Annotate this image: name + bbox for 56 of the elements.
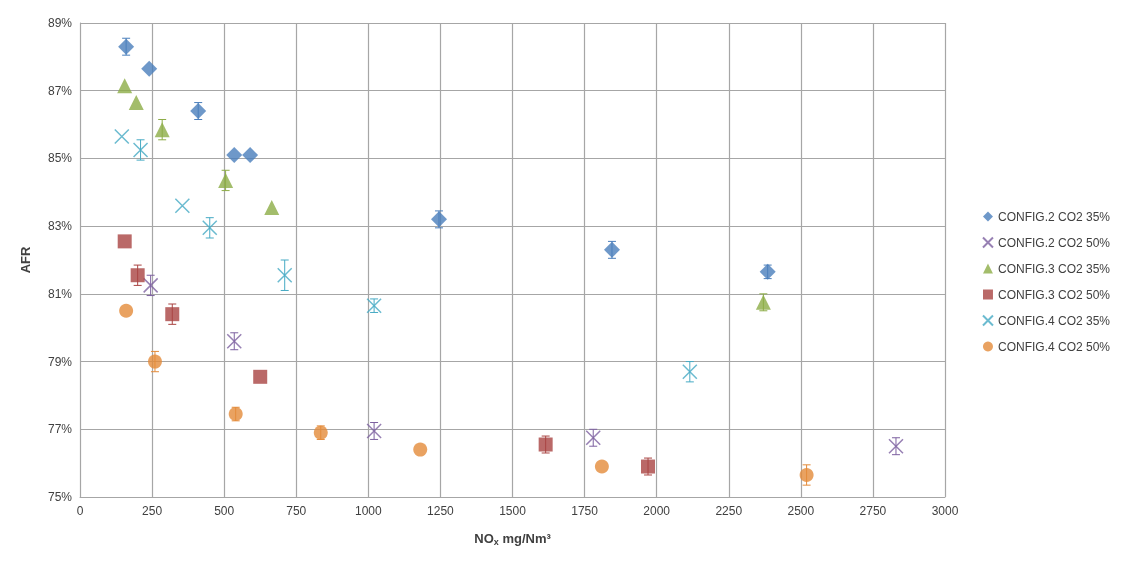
y-tick-label: 83% [47,219,73,234]
point [141,60,158,77]
point [128,95,144,111]
point [190,103,207,120]
point [242,147,259,164]
y-tick-label: 85% [47,151,73,166]
point [117,78,133,94]
x-tick-label: 500 [214,504,235,518]
x-tick-label: 1000 [354,504,382,518]
y-tick-label: 87% [47,83,73,98]
point [142,277,159,294]
point [174,198,191,214]
point [594,459,609,474]
point [218,172,234,188]
point [119,303,134,318]
point [114,128,130,145]
legend-label: CONFIG.2 CO2 50% [997,235,1111,250]
point [165,307,180,322]
y-tick-label: 77% [47,422,73,437]
x-tick-label: 2500 [787,504,815,518]
legend-label: CONFIG.4 CO2 50% [997,339,1111,354]
point [154,122,170,138]
point [264,200,280,216]
x-tick-label: 2750 [859,504,887,518]
y-tick-label: 75% [47,490,73,504]
point [147,354,162,369]
point [130,268,145,283]
x-tick-label: 1750 [571,504,599,518]
point [117,234,132,249]
point [759,263,776,280]
x-tick-label: 1500 [499,504,527,518]
point [132,142,149,158]
y-tick-label: 79% [47,354,73,369]
legend-label: CONFIG.2 CO2 35% [997,209,1111,224]
x-tick-label: 3000 [931,504,959,518]
x-tick-label: 2000 [643,504,671,518]
point [276,267,293,283]
x-tick-label: 2250 [715,504,743,518]
point [118,38,135,55]
point [603,241,620,258]
x-tick-label: 1250 [427,504,455,518]
legend-label: CONFIG.4 CO2 35% [997,313,1111,328]
legend-label: CONFIG.3 CO2 35% [997,261,1111,276]
point [430,211,447,228]
x-tick-label: 750 [286,504,307,518]
point [226,147,243,164]
point [799,468,814,482]
legend-label: CONFIG.3 CO2 50% [997,287,1111,302]
x-tick-label: 0 [76,504,84,518]
point [253,369,268,384]
x-tick-label: 250 [142,504,163,518]
y-axis-title: AFR [18,246,33,274]
y-tick-label: 81% [47,286,73,301]
point [226,333,243,350]
y-tick-label: 89% [47,16,73,30]
point [413,442,428,457]
